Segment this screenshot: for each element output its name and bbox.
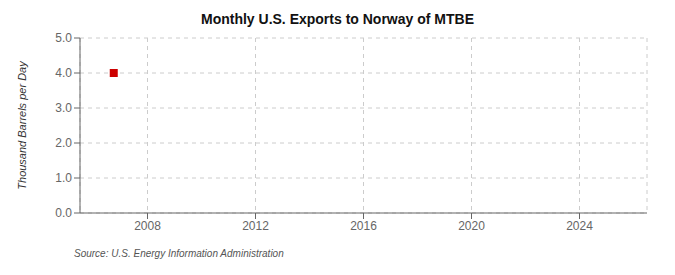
svg-text:1.0: 1.0 [55, 171, 72, 185]
html-text:Monthly U.S. Exports to Norway: Monthly U.S. Exports to Norway of MTBE [201, 11, 474, 27]
svg-text:4.0: 4.0 [55, 66, 72, 80]
svg-text:2.0: 2.0 [55, 136, 72, 150]
svg-text:2020: 2020 [458, 219, 485, 233]
svg-text:2024: 2024 [566, 219, 593, 233]
svg-text:Thousand Barrels per Day: Thousand Barrels per Day [16, 60, 28, 190]
svg-text:0.0: 0.0 [55, 206, 72, 220]
svg-text:3.0: 3.0 [55, 101, 72, 115]
svg-text:2008: 2008 [134, 219, 161, 233]
svg-text:2016: 2016 [350, 219, 377, 233]
svg-text:5.0: 5.0 [55, 31, 72, 45]
html-text:Source: U.S. Energy Informatio: Source: U.S. Energy Information Administ… [74, 248, 284, 259]
svg-text:2012: 2012 [242, 219, 269, 233]
